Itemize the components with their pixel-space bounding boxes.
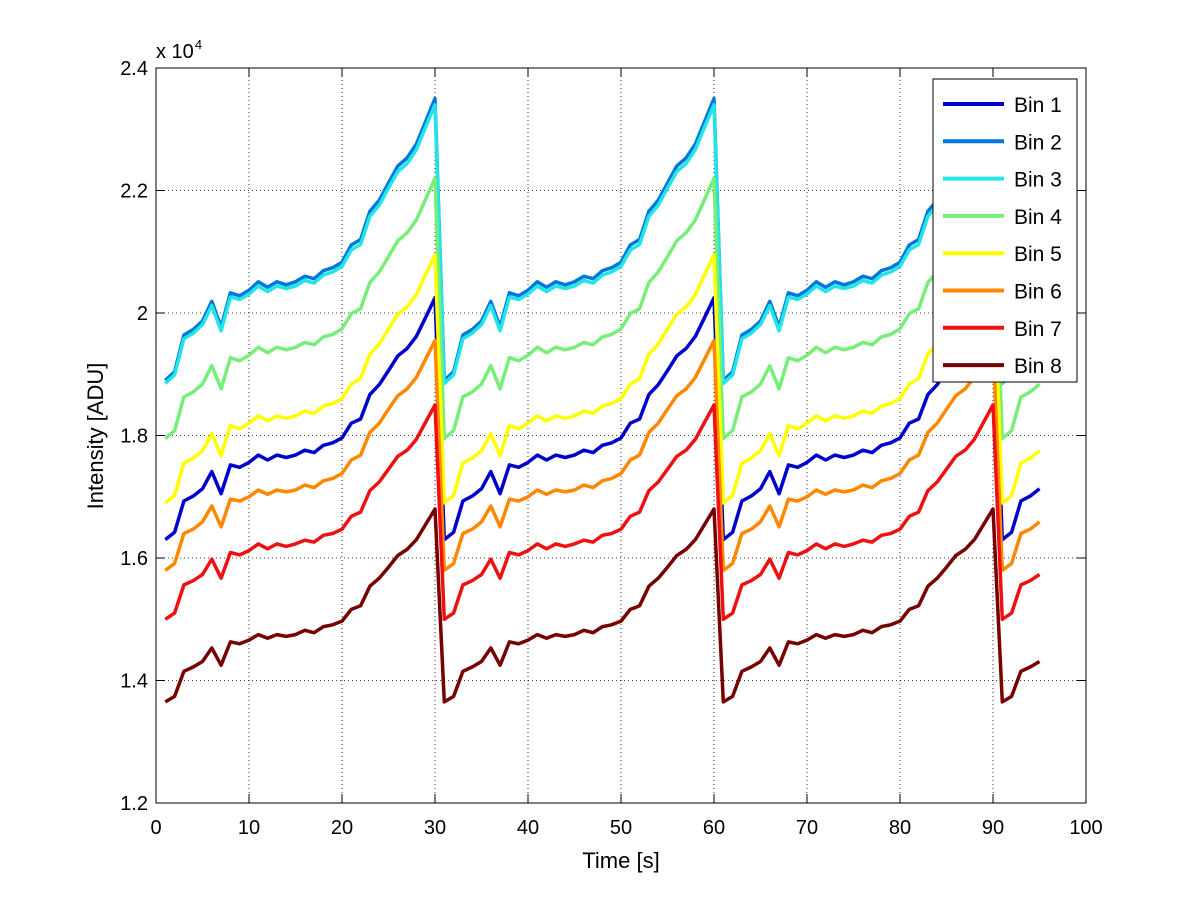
x-tick-label: 90 xyxy=(982,817,1004,839)
x-tick-label: 30 xyxy=(424,817,446,839)
y-axis-label: Intensity [ADU] xyxy=(83,363,108,510)
y-scale-note: x 104 xyxy=(156,37,202,63)
legend-label-bin-7: Bin 7 xyxy=(1014,318,1062,341)
y-tick-label: 1.8 xyxy=(120,426,148,448)
y-tick-label: 1.2 xyxy=(120,793,148,815)
legend-label-bin-8: Bin 8 xyxy=(1014,355,1062,378)
x-tick-label: 0 xyxy=(150,817,161,839)
legend-label-bin-6: Bin 6 xyxy=(1014,281,1062,304)
series-lines xyxy=(164,96,1041,704)
legend-label-bin-3: Bin 3 xyxy=(1014,169,1062,192)
x-tick-label: 10 xyxy=(238,817,260,839)
y-tick-label: 2.4 xyxy=(120,58,148,80)
legend-label-bin-1: Bin 1 xyxy=(1014,94,1062,117)
x-tick-label: 70 xyxy=(796,817,818,839)
y-tick-label: 2.2 xyxy=(120,181,148,203)
series-line-bin-2 xyxy=(164,96,1041,383)
legend-label-bin-2: Bin 2 xyxy=(1014,131,1062,154)
y-tick-labels: 1.2 1.4 1.6 1.8 2 2.2 2.4 xyxy=(120,58,148,815)
axis-ticks xyxy=(155,67,1087,804)
y-tick-label: 1.6 xyxy=(120,548,148,570)
x-tick-label: 100 xyxy=(1069,817,1102,839)
x-tick-label: 40 xyxy=(517,817,539,839)
series-line-bin-1 xyxy=(164,295,1041,542)
x-tick-labels: 0 10 20 30 40 50 60 70 80 90 100 xyxy=(150,817,1102,839)
legend: Bin 1 Bin 2 Bin 3 Bin 4 Bin 5 Bin 6 Bin 7 Bin 8 xyxy=(932,78,1078,383)
y-tick-label: 2 xyxy=(137,303,148,325)
x-axis-label: Time [s] xyxy=(582,848,659,873)
legend-label-bin-4: Bin 4 xyxy=(1014,206,1062,229)
series-line-bin-8 xyxy=(164,507,1041,704)
x-tick-label: 20 xyxy=(331,817,353,839)
series-line-bin-3 xyxy=(164,103,1041,386)
legend-label-bin-5: Bin 5 xyxy=(1014,243,1062,266)
x-tick-label: 80 xyxy=(889,817,911,839)
y-tick-label: 1.4 xyxy=(120,671,148,693)
series-line-bin-4 xyxy=(164,176,1041,441)
x-tick-label: 60 xyxy=(703,817,725,839)
series-line-bin-5 xyxy=(164,253,1041,505)
series-line-bin-6 xyxy=(164,338,1041,573)
series-line-bin-7 xyxy=(164,403,1041,622)
x-tick-label: 50 xyxy=(610,817,632,839)
legend-box xyxy=(932,78,1078,383)
